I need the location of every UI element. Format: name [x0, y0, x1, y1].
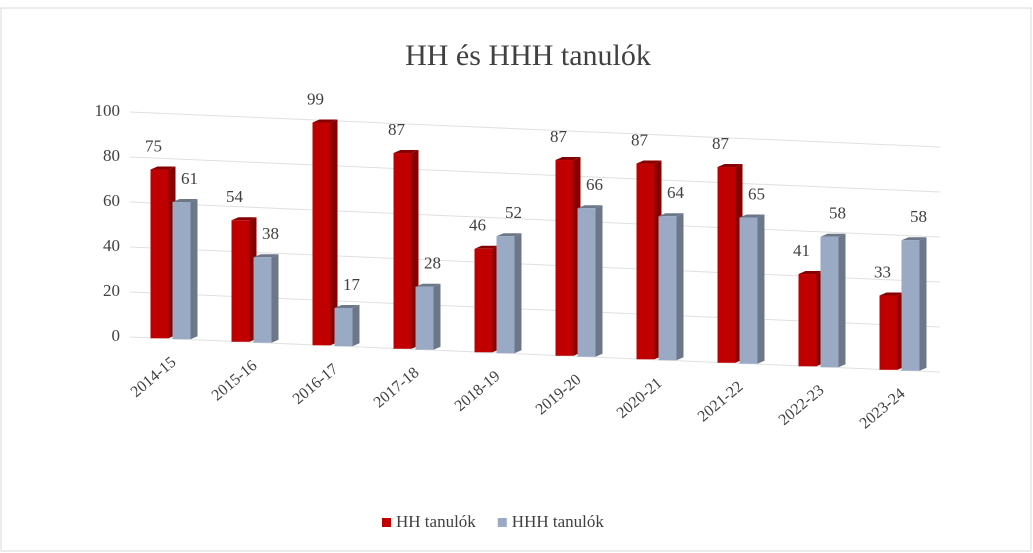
- value-label: 87: [388, 120, 406, 139]
- bar-top: [150, 166, 176, 170]
- bar-top: [820, 233, 846, 237]
- legend-swatch: [497, 518, 507, 527]
- bar: [879, 295, 898, 370]
- bar: [658, 216, 677, 361]
- bar-side: [676, 213, 684, 361]
- bar: [172, 201, 191, 340]
- bar-top: [879, 292, 905, 296]
- grid-line: [129, 111, 941, 148]
- value-label: 41: [793, 241, 810, 260]
- bar-top: [739, 214, 765, 218]
- value-label: 61: [181, 169, 198, 188]
- legend-label: HHH tanulók: [512, 512, 605, 531]
- bar-top: [496, 233, 522, 237]
- bar-top: [312, 119, 338, 123]
- bar: [393, 153, 412, 349]
- bar-top: [636, 160, 662, 164]
- value-label: 75: [145, 136, 162, 155]
- bar-top: [717, 164, 743, 168]
- bar: [820, 236, 839, 368]
- bar: [150, 169, 169, 339]
- bar-top: [415, 283, 441, 287]
- bar-top: [798, 271, 824, 275]
- bar-top: [474, 245, 500, 249]
- bar: [901, 240, 920, 371]
- bar: [577, 208, 596, 357]
- y-tick-label: 40: [103, 236, 120, 255]
- bar-top: [393, 150, 419, 154]
- bar-side: [514, 233, 522, 354]
- value-label: 66: [586, 175, 603, 194]
- value-label: 54: [226, 187, 244, 206]
- bar: [636, 163, 655, 360]
- bar-top: [334, 304, 360, 308]
- value-label: 65: [748, 184, 765, 203]
- bar: [474, 248, 493, 353]
- value-label: 87: [631, 130, 649, 149]
- bar: [231, 220, 250, 342]
- bar-top: [172, 198, 198, 202]
- legend-label: HH tanulók: [396, 512, 476, 531]
- value-label: 52: [505, 203, 522, 222]
- bar-side: [838, 233, 846, 368]
- bar: [415, 286, 434, 350]
- bar-side: [919, 237, 927, 371]
- value-label: 28: [424, 254, 441, 273]
- bar: [334, 307, 353, 347]
- bar-top: [253, 254, 279, 258]
- chart-title: HH és HHH tanulók: [405, 39, 651, 72]
- bar: [798, 274, 817, 367]
- value-label: 58: [829, 204, 846, 223]
- grid-line: [129, 201, 941, 238]
- y-tick-label: 20: [103, 281, 120, 300]
- bar-side: [271, 254, 279, 343]
- value-label: 17: [343, 275, 361, 294]
- value-label: 87: [712, 134, 730, 153]
- bar-top: [901, 237, 927, 241]
- bar: [496, 236, 515, 354]
- value-label: 87: [550, 127, 568, 146]
- y-tick-label: 100: [95, 101, 121, 120]
- bar-side: [330, 119, 338, 346]
- y-tick-label: 0: [112, 326, 121, 345]
- value-label: 33: [874, 262, 891, 281]
- bar-top: [555, 157, 581, 161]
- bar-side: [595, 205, 603, 357]
- bar-top: [231, 217, 257, 221]
- bar: [312, 122, 331, 346]
- legend-swatch: [382, 518, 391, 527]
- value-label: 46: [469, 216, 486, 235]
- bar-side: [352, 304, 360, 347]
- bar: [739, 217, 758, 364]
- y-tick-label: 60: [103, 191, 120, 210]
- bar-side: [757, 214, 765, 364]
- grid-line: [129, 156, 941, 193]
- bar-top: [577, 205, 603, 209]
- value-label: 64: [667, 183, 685, 202]
- bar: [717, 167, 736, 363]
- value-label: 99: [307, 89, 324, 108]
- bar-top: [658, 213, 684, 217]
- bar-side: [433, 283, 441, 350]
- bar: [253, 257, 272, 343]
- y-tick-label: 80: [103, 146, 120, 165]
- value-label: 58: [910, 207, 927, 226]
- bar-side: [190, 198, 198, 340]
- bar: [555, 160, 574, 356]
- value-label: 38: [262, 224, 279, 243]
